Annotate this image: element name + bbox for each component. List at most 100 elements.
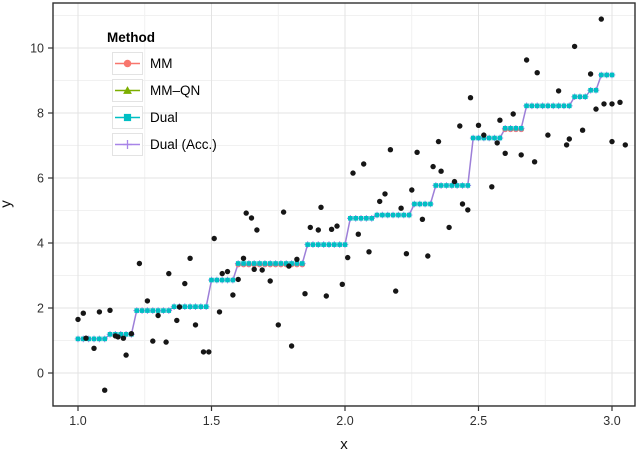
dual-acc-plus-icon <box>115 140 140 149</box>
scatter-point <box>523 57 530 63</box>
legend-key-marker <box>123 86 132 94</box>
step-marker-square <box>534 103 540 109</box>
step-marker-square <box>235 261 241 266</box>
step-marker-square <box>497 135 503 141</box>
step-marker-square <box>86 336 91 342</box>
y-tick-label: 0 <box>37 366 44 380</box>
scatter-point <box>622 142 628 148</box>
step-marker-square <box>97 336 102 342</box>
scatter-point <box>609 138 615 145</box>
step-marker-square <box>433 183 439 188</box>
step-marker-square <box>401 212 407 218</box>
scatter-point <box>286 263 292 269</box>
scatter-point <box>102 387 108 393</box>
y-tick-label: 6 <box>37 171 44 185</box>
scatter-point <box>144 298 151 304</box>
scatter-point <box>280 209 287 215</box>
x-tick-label: 1.5 <box>203 414 220 428</box>
scatter-point <box>128 331 135 337</box>
scatter-point <box>315 227 321 233</box>
scatter-point <box>150 338 156 344</box>
step-marker-square <box>214 277 220 283</box>
scatter-point <box>120 335 127 341</box>
legend-key-box <box>112 52 143 75</box>
step-marker-square <box>492 135 497 141</box>
scatter-point <box>387 147 394 153</box>
scatter-point <box>302 291 308 297</box>
step-marker-square <box>599 72 604 78</box>
scatter-point <box>192 322 199 328</box>
step-marker-square <box>267 261 273 266</box>
scatter-point <box>248 215 255 221</box>
scatter-point <box>377 198 383 205</box>
scatter-point <box>80 310 87 316</box>
scatter-point <box>235 276 241 283</box>
step-marker-square <box>107 332 113 337</box>
scatter-point <box>435 138 442 145</box>
scatter-point <box>481 132 487 138</box>
scatter-point <box>425 253 431 259</box>
step-marker-square <box>396 212 401 218</box>
scatter-point <box>345 254 351 261</box>
step-marker-square <box>81 336 86 342</box>
scatter-point <box>163 339 169 345</box>
scatter-point <box>475 122 482 128</box>
scatter-point <box>457 123 463 129</box>
step-marker-square <box>299 261 305 266</box>
step-marker-square <box>203 304 209 309</box>
y-axis-title: y <box>0 200 15 208</box>
legend-label-mm: MM <box>150 56 173 71</box>
step-marker-square <box>342 242 348 247</box>
step-marker-square <box>476 135 481 141</box>
scatter-point <box>206 349 212 355</box>
step-marker-square <box>481 135 487 141</box>
step-marker-square <box>337 242 342 247</box>
scatter-point <box>240 255 247 261</box>
scatter-point <box>176 304 183 310</box>
y-tick-label: 10 <box>30 41 44 55</box>
dual-square-icon <box>115 113 140 122</box>
step-marker-square <box>193 304 198 309</box>
legend-row-dual: Dual <box>112 104 217 131</box>
step-marker-square <box>166 308 172 313</box>
legend-key-marker <box>123 113 132 122</box>
legend-label-dual: Dual <box>150 110 178 125</box>
step-marker-square <box>577 94 583 100</box>
step-marker-square <box>588 87 593 93</box>
scatter-point <box>518 152 524 158</box>
scatter-point <box>489 184 495 190</box>
scatter-point <box>563 142 570 148</box>
step-marker-square <box>273 261 278 266</box>
step-marker-square <box>417 201 423 207</box>
step-marker-square <box>604 72 609 78</box>
step-marker-square <box>316 242 321 247</box>
step-marker-square <box>593 87 599 93</box>
step-marker-square <box>225 277 230 283</box>
legend-title: Method <box>107 30 155 45</box>
scatter-point <box>155 312 161 319</box>
scatter-point <box>136 260 143 267</box>
step-marker-square <box>380 212 385 218</box>
scatter-point <box>419 216 426 222</box>
step-marker-square <box>145 308 150 313</box>
step-marker-square <box>583 94 588 100</box>
scatter-point <box>571 43 578 50</box>
legend-label-mm-qn: MM–QN <box>150 83 201 98</box>
scatter-point <box>323 293 329 299</box>
step-marker-square <box>209 277 214 283</box>
step-marker-square <box>326 242 332 247</box>
step-marker-square <box>438 183 444 188</box>
legend-row-mm: MM <box>112 50 217 77</box>
scatter-point <box>318 204 324 210</box>
legend: Method MM MM–QN Dual Dual (Acc.) <box>107 30 217 158</box>
step-marker-square <box>198 304 204 309</box>
step-marker-square <box>364 216 369 221</box>
scatter-point <box>307 224 313 231</box>
scatter-point <box>254 227 260 233</box>
step-marker-square <box>524 103 529 109</box>
step-marker-square <box>529 103 535 109</box>
mm-circle-icon <box>115 59 140 68</box>
x-tick-label: 2.0 <box>336 414 353 428</box>
